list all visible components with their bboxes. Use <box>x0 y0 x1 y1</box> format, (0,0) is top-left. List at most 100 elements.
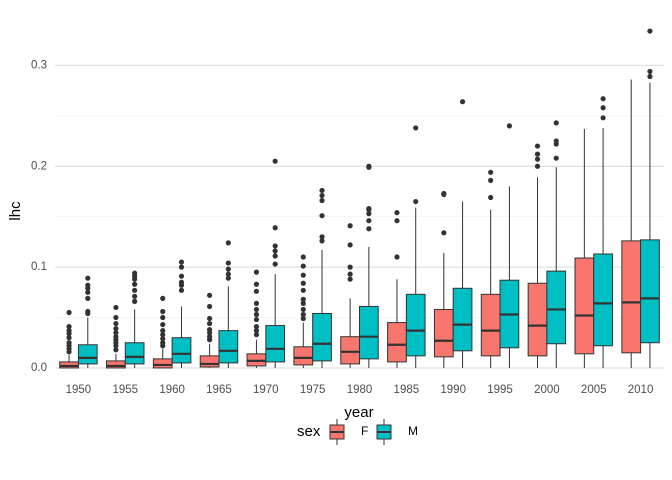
box-M-1960 <box>171 259 192 368</box>
outlier-point <box>206 334 213 340</box>
x-tick-label: 1960 <box>159 384 185 396</box>
box-rect <box>265 325 286 363</box>
outlier-point <box>441 190 447 197</box>
outlier-point <box>253 324 260 330</box>
box-M-1950 <box>77 275 98 368</box>
outlier-point <box>85 308 91 315</box>
x-tick-label: 1990 <box>440 384 466 396</box>
outlier-point <box>413 198 419 205</box>
box-rect <box>621 240 642 354</box>
outlier-point <box>160 295 166 301</box>
box-F-1985 <box>387 210 407 368</box>
outlier-point <box>225 260 231 266</box>
outlier-point <box>253 332 260 338</box>
outlier-point <box>534 143 541 149</box>
outlier-point <box>300 315 306 322</box>
box-F-2000 <box>527 143 548 368</box>
outlier-point <box>160 336 166 342</box>
legend-label-M: M <box>408 424 418 438</box>
outlier-point <box>366 211 372 217</box>
outlier-point <box>319 238 325 244</box>
outlier-point <box>253 306 260 313</box>
outlier-point <box>206 303 213 310</box>
outlier-point <box>113 314 119 321</box>
box-rect <box>480 293 501 357</box>
box-rect <box>124 342 145 365</box>
outlier-point <box>394 254 400 260</box>
box-rect <box>433 308 454 358</box>
box-M-2005 <box>593 96 613 368</box>
outlier-point <box>272 253 278 259</box>
outlier-point <box>488 177 494 183</box>
y-tick-label: 0.1 <box>31 261 47 273</box>
outlier-point <box>160 340 166 346</box>
outlier-point <box>66 335 72 341</box>
outlier-point <box>160 328 166 334</box>
outlier-point <box>534 163 541 169</box>
y-tick-label: 0.2 <box>31 160 47 172</box>
outlier-point <box>132 293 138 299</box>
outlier-point <box>647 68 653 75</box>
outlier-point <box>132 298 138 304</box>
outlier-point <box>300 300 306 307</box>
box-F-1980 <box>340 223 360 368</box>
outlier-point <box>253 269 260 275</box>
outlier-point <box>366 218 372 224</box>
outlier-point <box>647 73 653 80</box>
outlier-point <box>272 248 278 254</box>
outlier-point <box>253 281 260 287</box>
outlier-point <box>600 96 606 102</box>
outlier-point <box>113 330 119 336</box>
box-F-2010 <box>621 79 642 368</box>
box-F-2005 <box>574 128 595 368</box>
box-rect <box>527 282 548 357</box>
outlier-point <box>300 280 306 286</box>
outlier-point <box>160 314 166 321</box>
box-rect <box>640 239 660 344</box>
y-tick-label: 0.3 <box>31 59 47 71</box>
outlier-point <box>132 281 138 287</box>
x-tick-label: 1985 <box>394 384 420 396</box>
outlier-point <box>85 289 91 295</box>
box-F-1990 <box>433 190 454 368</box>
outlier-point <box>113 326 119 332</box>
outlier-point <box>160 308 166 315</box>
x-tick-label: 1970 <box>253 384 279 396</box>
outlier-point <box>347 264 353 270</box>
box-rect <box>218 330 239 364</box>
box-rect <box>574 257 595 355</box>
y-axis-title: lhc <box>7 201 24 221</box>
outlier-point <box>319 187 325 194</box>
outlier-point <box>366 163 372 169</box>
outlier-point <box>253 311 260 318</box>
outlier-point <box>178 259 185 265</box>
box-rect <box>593 253 613 347</box>
outlier-point <box>206 327 213 333</box>
box-M-1970 <box>265 158 286 368</box>
y-tick-label: 0.0 <box>31 362 47 374</box>
outlier-point <box>178 279 185 285</box>
outlier-point <box>647 28 653 34</box>
outlier-point <box>394 218 400 224</box>
outlier-point <box>253 316 260 323</box>
outlier-point <box>300 254 306 260</box>
outlier-point <box>225 275 231 281</box>
outlier-point <box>272 261 278 267</box>
outlier-point <box>347 242 353 248</box>
outlier-point <box>534 156 541 162</box>
box-F-1975 <box>293 254 314 368</box>
box-rect <box>152 358 173 369</box>
x-tick-label: 1955 <box>112 384 138 396</box>
outlier-point <box>300 306 306 313</box>
box-F-1955 <box>106 304 126 369</box>
outlier-point <box>66 328 72 334</box>
box-rect <box>199 355 220 368</box>
outlier-point <box>113 304 119 311</box>
box-F-1960 <box>152 295 173 369</box>
box-M-1965 <box>218 240 239 368</box>
outlier-point <box>132 287 138 293</box>
box-F-1995 <box>480 169 501 368</box>
outlier-point <box>347 223 353 229</box>
legend-label-F: F <box>361 424 368 438</box>
outlier-point <box>253 300 260 307</box>
